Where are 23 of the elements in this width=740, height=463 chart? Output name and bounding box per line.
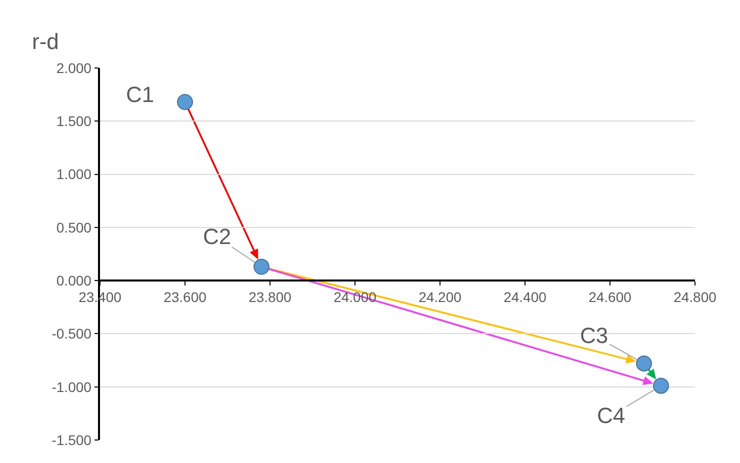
y-tick-label: 1.000	[56, 166, 92, 182]
y-tick-label: 2.000	[56, 60, 92, 76]
x-tick-label: 24.800	[674, 289, 717, 306]
x-tick-label: 23.800	[248, 289, 292, 306]
y-tick-label: 1.500	[56, 113, 92, 130]
y-tick-label: 0.000	[56, 272, 92, 288]
y-axis-title: r-d	[32, 29, 59, 54]
y-tick-label: 0.500	[56, 219, 92, 236]
x-tick-label: 24.200	[418, 289, 462, 306]
point	[254, 258, 270, 275]
annotation: C4	[597, 403, 626, 428]
x-tick-label: 24.400	[504, 289, 547, 306]
y-tick-label: -1.000	[52, 378, 92, 395]
point	[653, 378, 669, 394]
annotation: C2	[203, 224, 232, 249]
x-tick-label: 24.600	[588, 289, 632, 306]
point	[177, 94, 193, 110]
point	[636, 355, 652, 372]
annotation: C1	[126, 82, 154, 107]
annotation: C3	[580, 323, 608, 348]
x-tick-label: 23.600	[164, 289, 207, 306]
y-tick-label: -0.500	[52, 326, 92, 342]
y-tick-label: -1.500	[52, 432, 92, 448]
